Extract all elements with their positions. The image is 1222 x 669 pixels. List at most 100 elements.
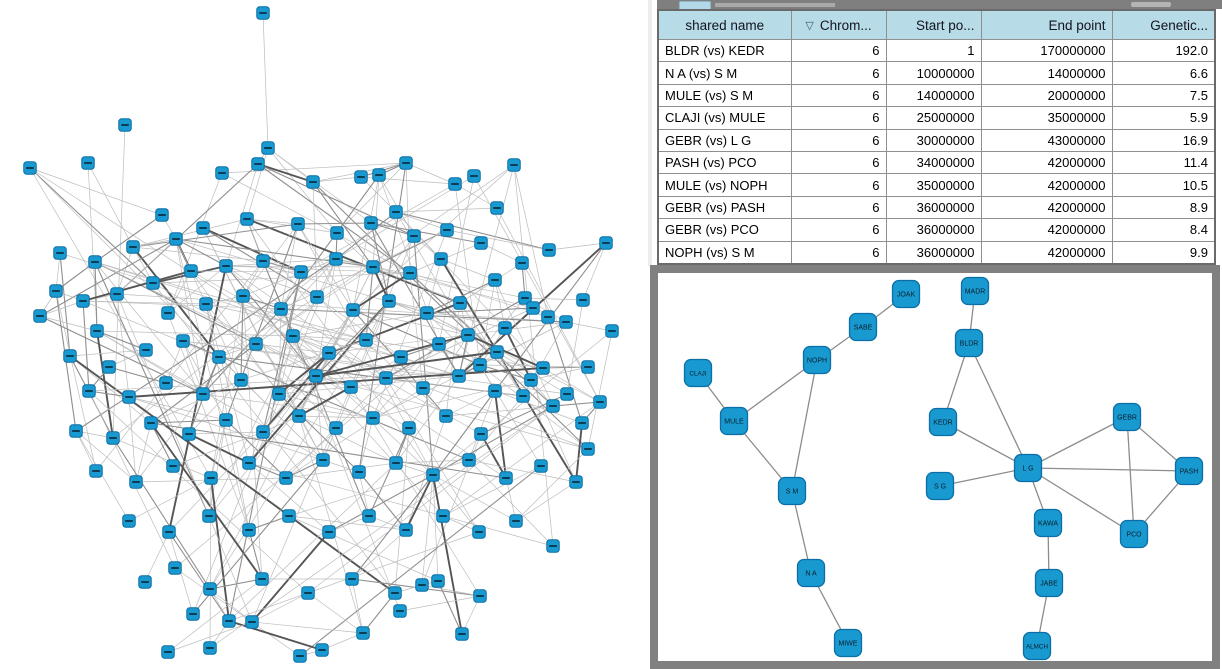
network-node[interactable] — [488, 273, 502, 287]
network-node[interactable] — [452, 369, 466, 383]
network-node[interactable] — [204, 471, 218, 485]
table-cell[interactable]: PASH (vs) PCO — [657, 150, 792, 175]
network-node[interactable] — [455, 627, 469, 641]
network-node[interactable] — [146, 276, 160, 290]
network-node[interactable] — [536, 361, 550, 375]
network-node[interactable] — [440, 223, 454, 237]
network-node[interactable]: JABE — [1034, 568, 1064, 598]
network-node[interactable] — [76, 294, 90, 308]
table-cell[interactable]: 42000000 — [980, 150, 1113, 175]
network-node[interactable] — [515, 256, 529, 270]
table-row[interactable]: BLDR (vs) KEDR 6 1 170000000 192.0 — [657, 38, 1216, 63]
network-node[interactable] — [292, 409, 306, 423]
network-node[interactable] — [81, 156, 95, 170]
network-node[interactable] — [426, 468, 440, 482]
table-cell[interactable]: 5.9 — [1111, 106, 1216, 130]
network-node[interactable] — [129, 475, 143, 489]
network-node[interactable] — [546, 399, 560, 413]
network-node[interactable]: S M — [777, 476, 807, 506]
network-node[interactable] — [344, 380, 358, 394]
table-row[interactable]: GEBR (vs) PASH 6 36000000 42000000 8.9 — [657, 195, 1216, 220]
network-node[interactable] — [301, 586, 315, 600]
network-node[interactable] — [322, 346, 336, 360]
table-row[interactable]: MULE (vs) S M 6 14000000 20000000 7.5 — [657, 83, 1216, 108]
network-node[interactable] — [234, 373, 248, 387]
network-node[interactable] — [439, 409, 453, 423]
network-node[interactable] — [509, 514, 523, 528]
network-node[interactable]: KAWA — [1033, 508, 1063, 538]
network-node[interactable]: CLAJI — [683, 358, 713, 388]
network-node[interactable] — [559, 315, 573, 329]
table-cell[interactable]: 6.6 — [1111, 61, 1216, 85]
network-node[interactable] — [110, 287, 124, 301]
network-node[interactable] — [293, 649, 307, 663]
network-node[interactable] — [161, 306, 175, 320]
network-node[interactable] — [255, 572, 269, 586]
table-cell[interactable]: 35000000 — [980, 106, 1113, 130]
table-cell[interactable]: 9.9 — [1111, 240, 1216, 265]
table-cell[interactable]: 8.4 — [1111, 218, 1216, 242]
network-node[interactable] — [63, 349, 77, 363]
network-node[interactable] — [366, 411, 380, 425]
network-node[interactable] — [498, 321, 512, 335]
network-node[interactable]: L G — [1013, 453, 1043, 483]
table-cell[interactable]: 6 — [790, 83, 887, 108]
network-node[interactable] — [330, 226, 344, 240]
network-node[interactable] — [346, 303, 360, 317]
panel-splitter[interactable] — [648, 0, 652, 266]
network-node[interactable] — [399, 523, 413, 537]
network-node[interactable] — [394, 350, 408, 364]
network-node[interactable] — [139, 343, 153, 357]
network-node[interactable] — [403, 266, 417, 280]
table-cell[interactable]: 20000000 — [980, 83, 1113, 108]
network-node[interactable]: SABE — [848, 312, 878, 342]
table-cell[interactable]: GEBR (vs) L G — [657, 128, 792, 152]
network-node[interactable] — [461, 328, 475, 342]
network-node[interactable] — [420, 306, 434, 320]
network-node[interactable] — [138, 575, 152, 589]
table-row[interactable]: PASH (vs) PCO 6 34000000 42000000 11.4 — [657, 150, 1216, 175]
network-node[interactable] — [388, 586, 402, 600]
network-node[interactable] — [33, 309, 47, 323]
network-node[interactable] — [256, 6, 270, 20]
table-cell[interactable]: 7.5 — [1111, 83, 1216, 108]
network-node[interactable] — [261, 141, 275, 155]
table-row[interactable]: N A (vs) S M 6 10000000 14000000 6.6 — [657, 61, 1216, 85]
panel-tab[interactable] — [679, 1, 711, 10]
network-node[interactable] — [169, 232, 183, 246]
table-cell[interactable]: 192.0 — [1111, 38, 1216, 63]
network-node[interactable] — [581, 442, 595, 456]
table-cell[interactable]: 6 — [790, 240, 887, 265]
network-node[interactable] — [490, 201, 504, 215]
network-node[interactable]: BLDR — [954, 328, 984, 358]
network-node[interactable] — [599, 236, 613, 250]
table-cell[interactable]: 10000000 — [885, 61, 982, 85]
network-node[interactable] — [436, 509, 450, 523]
table-cell[interactable]: 30000000 — [885, 128, 982, 152]
network-node[interactable] — [168, 561, 182, 575]
network-node[interactable] — [432, 337, 446, 351]
network-node[interactable] — [448, 177, 462, 191]
table-cell[interactable]: MULE (vs) NOPH — [657, 173, 792, 197]
network-node[interactable] — [256, 254, 270, 268]
network-node[interactable] — [472, 525, 486, 539]
table-cell[interactable]: 6 — [790, 195, 887, 220]
network-node[interactable] — [329, 252, 343, 266]
network-node[interactable]: GEBR — [1112, 402, 1142, 432]
network-node[interactable] — [202, 509, 216, 523]
network-node[interactable] — [196, 387, 210, 401]
network-node[interactable] — [126, 240, 140, 254]
network-node[interactable] — [159, 376, 173, 390]
network-node[interactable] — [362, 509, 376, 523]
table-cell[interactable]: 43000000 — [980, 128, 1113, 152]
network-node[interactable]: MULE — [719, 406, 749, 436]
network-node[interactable]: MADR — [960, 276, 990, 306]
network-node[interactable] — [162, 525, 176, 539]
network-node[interactable] — [431, 574, 445, 588]
table-cell[interactable]: N A (vs) S M — [657, 61, 792, 85]
network-node[interactable] — [473, 589, 487, 603]
network-node[interactable] — [526, 301, 540, 315]
network-node[interactable] — [473, 358, 487, 372]
network-node[interactable] — [122, 514, 136, 528]
network-node[interactable] — [242, 456, 256, 470]
